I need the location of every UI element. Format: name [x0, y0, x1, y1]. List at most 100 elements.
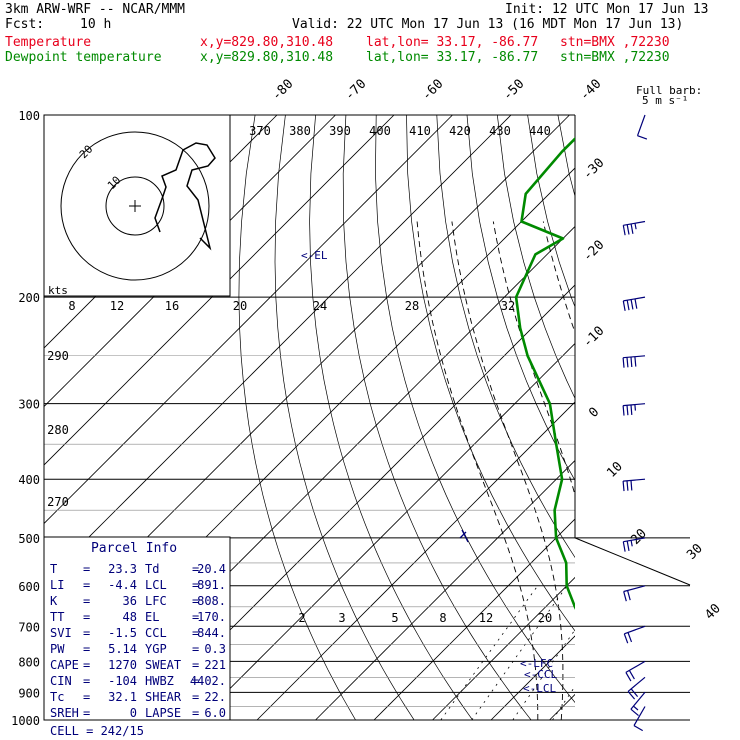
dry-adiabat-line: [679, 115, 740, 720]
parcel-param-eq: =: [83, 626, 90, 640]
isotherm-line: [667, 115, 740, 720]
parcel-param-name: K: [50, 594, 58, 608]
parcel-param-name: CIN: [50, 674, 72, 688]
parcel-param-eq: =: [192, 626, 199, 640]
wind-barb-feather: [630, 708, 639, 717]
dewpoint-profile: [514, 136, 575, 610]
parcel-param-eq: =: [83, 706, 90, 720]
isotherm-label: 10: [604, 459, 626, 481]
parcel-param-name: LAPSE: [145, 706, 181, 720]
parcel-param-name: LCL: [145, 578, 167, 592]
parcel-param-name: TT: [50, 610, 64, 624]
theta-label: 420: [449, 124, 471, 138]
moist-adiabat-line: [492, 221, 575, 497]
pressure-tick-label: 400: [18, 473, 40, 487]
mixing-ratio-line: [471, 585, 568, 720]
isotherm-line: [549, 693, 575, 720]
barb-legend-line2: 5 m s⁻¹: [642, 94, 688, 107]
wind-barb-staff: [623, 403, 646, 407]
wind-barb-feather: [630, 404, 633, 415]
parcel-param-value: 20.4: [197, 562, 226, 576]
mixing-ratio-line: [552, 685, 575, 720]
level-marker-label: <-EL: [301, 249, 328, 262]
wind-barb-feather: [626, 480, 629, 491]
mixing-ratio-label: 8: [439, 611, 446, 625]
wind-barb-feather: [633, 725, 643, 732]
parcel-param-eq: =: [192, 562, 199, 576]
wind-barb-feather: [633, 705, 639, 711]
valid-time: Valid: 22 UTC Mon 17 Jun 13 (16 MDT Mon …: [292, 17, 684, 32]
lifted-parcel-marker: [459, 529, 469, 543]
mixing-ratio-line: [512, 629, 575, 720]
moist-adiabat-line: [678, 222, 740, 721]
dewpoint-xy: x,y=829.80,310.48: [200, 50, 334, 65]
wind-barb-feather: [628, 670, 635, 680]
parcel-param-value: -104: [108, 674, 137, 688]
parcel-param-name: SREH: [50, 706, 79, 720]
isotherm-line: [373, 518, 575, 720]
parcel-param-value: 221: [204, 658, 226, 672]
dry-adiabat-line: [309, 115, 473, 720]
wind-barb: [622, 537, 646, 552]
mixing-ratio-line: [588, 586, 677, 720]
wind-barb: [636, 114, 648, 140]
isotherm-label: 30: [684, 541, 706, 563]
wind-barb-staff: [623, 478, 646, 482]
parcel-param-name: SVI: [50, 626, 72, 640]
isotherm-label: -60: [419, 77, 446, 104]
hodograph-trace: [154, 142, 216, 251]
isotherm-label: -80: [269, 77, 296, 104]
wind-barb: [622, 403, 646, 416]
parcel-param-value: -4.4: [108, 578, 137, 592]
parcel-param-name: HWBZ: [145, 674, 174, 688]
wind-barb-staff: [623, 355, 646, 359]
parcel-param-eq: =: [83, 690, 90, 704]
dry-adiabat-line: [496, 115, 575, 400]
isotherm-line: [432, 576, 575, 720]
wind-barb-feather: [634, 298, 638, 309]
parcel-param-name: Td: [145, 562, 159, 576]
theta-label: 280: [47, 423, 69, 437]
level-marker-label: <-CCL: [524, 668, 557, 681]
wind-barb: [622, 478, 646, 492]
parcel-param-value: 6.0: [204, 706, 226, 720]
wind-barb-feather: [622, 357, 625, 368]
parcel-param-name: SHEAR: [145, 690, 182, 704]
parcel-param-value: 0: [130, 706, 137, 720]
wind-barb-feather: [622, 405, 625, 416]
dry-adiabat-line: [375, 115, 575, 704]
wind-barb-feather: [626, 540, 630, 552]
pressure-tick-label: 100: [18, 109, 40, 123]
dry-adiabat-line: [709, 115, 740, 720]
hodograph-ring-20: [60, 131, 210, 281]
mixing-ratio-line: [440, 585, 539, 720]
wind-barb-feather: [626, 357, 629, 368]
parcel-param-value: 4402.: [190, 674, 226, 688]
parcel-param-value: 170.: [197, 610, 226, 624]
isotherm-line: [139, 284, 575, 720]
hodograph-unit-label: kts: [48, 284, 68, 297]
wind-barb-feather: [625, 672, 632, 682]
mixing-ratio-label: 12: [479, 611, 493, 625]
isotherm-line: [490, 635, 575, 720]
wind-barb-staff: [630, 691, 646, 710]
wind-barb: [630, 691, 646, 717]
wind-barb-feather: [626, 224, 630, 235]
dewpoint-station: stn=BMX ,72230: [560, 50, 670, 65]
wind-barb: [622, 355, 646, 368]
parcel-param-eq: =: [83, 562, 90, 576]
parcel-param-eq: =: [192, 642, 199, 656]
dewpoint-legend: Dewpoint temperature: [5, 50, 162, 65]
pressure-tick-label: 900: [18, 686, 40, 700]
dry-adiabat-line: [238, 115, 356, 720]
wind-barb: [622, 220, 646, 236]
parcel-param-eq: =: [192, 706, 199, 720]
isotherm-label: -30: [580, 156, 607, 183]
wind-barbs: [622, 114, 648, 732]
theta-label: 440: [529, 124, 551, 138]
wind-barb-staff: [636, 114, 646, 136]
wind-barb: [633, 706, 646, 732]
wind-barb-feather: [634, 223, 637, 230]
parcel-info-title: Parcel Info: [91, 541, 177, 556]
